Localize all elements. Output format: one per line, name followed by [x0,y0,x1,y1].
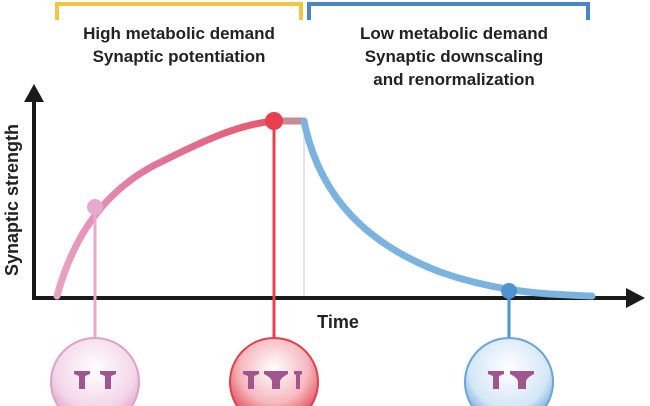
x-axis [32,288,645,308]
potentiation-curve [53,117,279,300]
x-axis-arrowhead [626,288,645,308]
early-marker-dot [87,199,103,215]
late-marker-dot [501,283,517,299]
early-synapse-bubble [50,337,140,406]
x-axis-label: Time [317,312,359,332]
high-demand-label: High metabolic demand [83,24,275,43]
y-axis-label: Synaptic strength [2,124,22,276]
y-axis [24,84,44,298]
high-demand-bracket [55,2,303,20]
potentiation-label: Synaptic potentiation [93,47,266,66]
late-synapse-bubble [464,337,554,406]
low-demand-bracket-line [307,2,590,20]
downscaling-curve [300,117,596,300]
peak-potentiation-marker [229,112,319,406]
renormalized-marker [464,283,554,406]
low-demand-bracket [307,2,590,20]
peak-marker-dot [265,112,283,130]
low-demand-label: Low metabolic demand [360,24,548,43]
high-demand-bracket-line [55,2,303,20]
early-potentiation-marker [50,199,140,406]
renormalization-label: and renormalization [373,70,535,89]
downscaling-label: Synaptic downscaling [365,47,544,66]
y-axis-arrowhead [24,84,44,102]
